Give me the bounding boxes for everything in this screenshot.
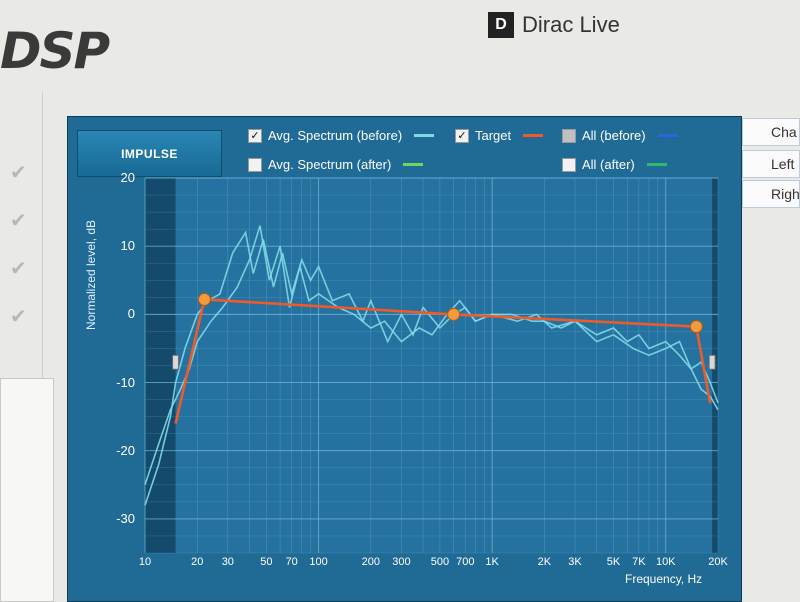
legend-label: Avg. Spectrum (before) <box>268 128 403 143</box>
x-tick-label: 2K <box>537 556 552 568</box>
left-panel-divider <box>42 92 43 382</box>
x-tick-label: 3K <box>568 556 582 568</box>
checkbox-checked-icon[interactable]: ✓ <box>455 128 469 143</box>
target-control-point[interactable] <box>447 307 461 321</box>
y-tick-label: 20 <box>120 170 135 185</box>
x-tick-label: 70 <box>285 556 298 568</box>
low-cutoff-handle[interactable] <box>172 354 180 370</box>
swatch-avg-before <box>414 134 435 137</box>
left-info-box <box>0 378 54 602</box>
x-tick-label: 10 <box>138 556 152 568</box>
step-checks: ✔ ✔ ✔ ✔ <box>10 160 36 352</box>
tab-right-channel[interactable]: Righ <box>742 180 800 208</box>
y-axis-label: Normalized level, dB <box>84 219 98 330</box>
y-tick-label: 0 <box>127 306 135 322</box>
swatch-all-after <box>646 163 667 166</box>
y-tick-label: -10 <box>116 374 135 390</box>
tab-channel-settings[interactable]: Cha <box>742 118 800 146</box>
y-tick-label: -20 <box>116 442 135 458</box>
x-tick-label: 30 <box>221 556 234 568</box>
checkbox-unchecked-icon[interactable] <box>248 157 262 172</box>
legend-label: All (before) <box>582 128 646 143</box>
series-avg-spectrum-before- <box>144 230 719 506</box>
x-tick-label: 300 <box>392 556 411 568</box>
legend-label: Target <box>475 128 512 143</box>
x-tick-label: 10K <box>655 556 676 568</box>
checkmark-icon: ✔ <box>10 258 27 280</box>
x-tick-label: 7K <box>632 556 646 568</box>
checkmark-icon: ✔ <box>10 306 27 328</box>
y-tick-label: 10 <box>120 238 135 254</box>
dirac-live-brand: D Dirac Live <box>488 12 620 38</box>
x-tick-label: 1K <box>485 556 499 568</box>
legend-all-before[interactable]: All (before) <box>562 128 678 143</box>
brand-name: Dirac Live <box>522 12 620 37</box>
legend-avg-before[interactable]: ✓ Avg. Spectrum (before) <box>248 128 435 143</box>
x-tick-label: 100 <box>309 556 328 568</box>
checkbox-unchecked-icon[interactable] <box>562 157 576 172</box>
x-tick-label: 5K <box>606 556 621 568</box>
swatch-avg-after <box>403 163 424 166</box>
x-axis-label: Frequency, Hz <box>625 572 703 586</box>
legend-target[interactable]: ✓ Target <box>455 128 544 143</box>
target-control-point[interactable] <box>689 320 703 334</box>
legend-label: Avg. Spectrum (after) <box>268 157 392 172</box>
y-tick-label: -30 <box>116 510 135 526</box>
high-cutoff-handle[interactable] <box>708 354 716 370</box>
legend-label: All (after) <box>582 157 635 172</box>
legend-all-after[interactable]: All (after) <box>562 157 667 172</box>
target-control-point[interactable] <box>197 292 211 306</box>
legend-avg-after[interactable]: Avg. Spectrum (after) <box>248 157 424 172</box>
x-tick-label: 20 <box>191 556 204 568</box>
x-tick-label: 50 <box>260 556 273 568</box>
x-tick-label: 20K <box>708 556 728 568</box>
x-tick-label: 500 <box>430 556 450 568</box>
swatch-all-before <box>657 134 678 137</box>
dsp-logo: DSP <box>0 22 110 80</box>
dirac-logo-icon: D <box>488 12 514 38</box>
x-tick-label: 200 <box>361 556 381 568</box>
checkbox-checked-icon[interactable]: ✓ <box>248 128 262 143</box>
impulse-button[interactable]: IMPULSE <box>77 130 222 177</box>
swatch-target <box>523 134 544 137</box>
checkbox-indeterminate-icon[interactable] <box>562 128 576 143</box>
checkmark-icon: ✔ <box>10 210 27 232</box>
checkmark-icon: ✔ <box>10 162 27 184</box>
x-tick-label: 700 <box>456 556 475 568</box>
impulse-label: IMPULSE <box>121 146 178 161</box>
